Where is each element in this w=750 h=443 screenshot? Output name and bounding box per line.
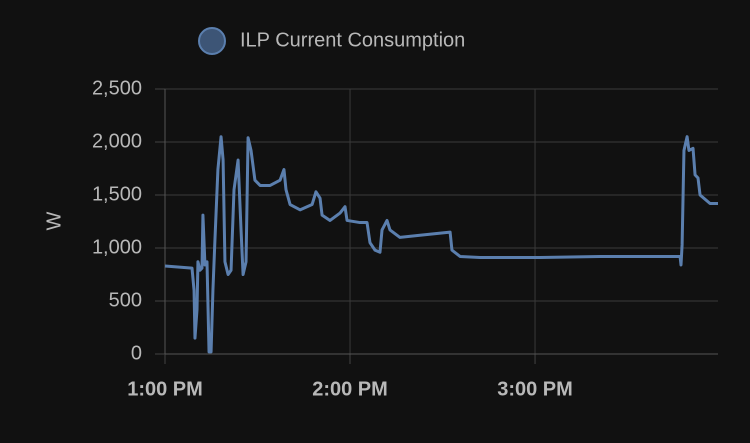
x-tick-label: 3:00 PM xyxy=(497,378,573,400)
y-tick-label: 500 xyxy=(109,289,142,311)
y-tick-label: 2,500 xyxy=(92,77,142,99)
legend-label: ILP Current Consumption xyxy=(240,29,465,51)
y-axis-label: W xyxy=(43,211,65,230)
y-tick-label: 0 xyxy=(131,342,142,364)
x-tick-label: 2:00 PM xyxy=(312,378,388,400)
y-tick-label: 1,000 xyxy=(92,236,142,258)
legend-swatch xyxy=(198,27,226,55)
data-line xyxy=(164,135,718,354)
y-tick-label: 2,000 xyxy=(92,130,142,152)
y-tick-label: 1,500 xyxy=(92,183,142,205)
x-tick-label: 1:00 PM xyxy=(127,378,203,400)
